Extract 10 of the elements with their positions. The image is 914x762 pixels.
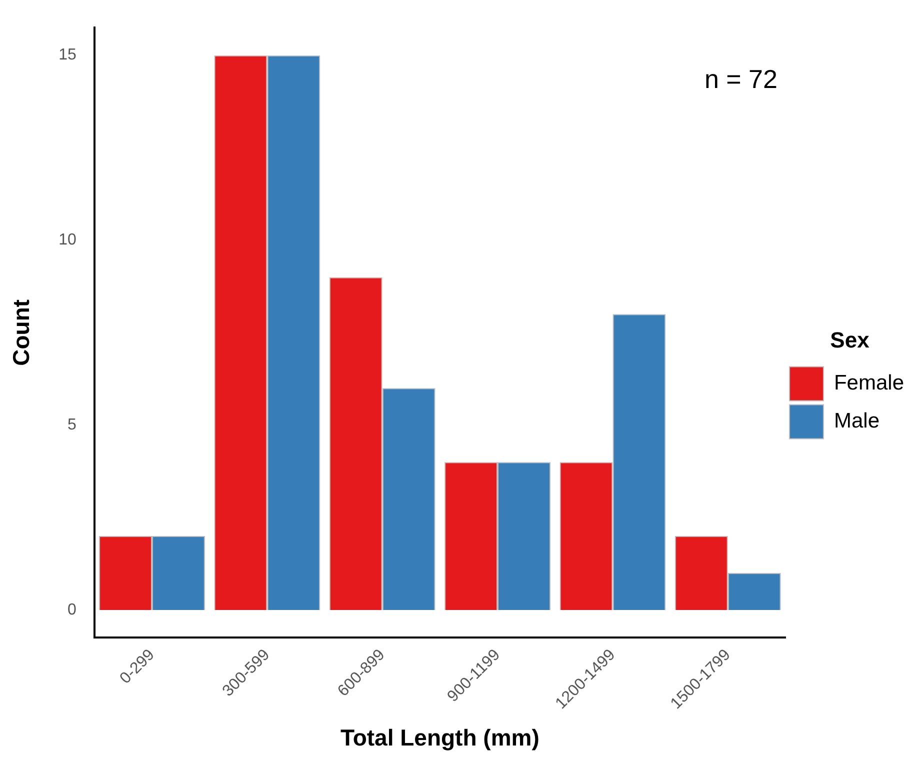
y-tick-label: 0 [67, 601, 76, 618]
legend-label: Female [834, 371, 904, 394]
legend-label: Male [834, 409, 880, 432]
x-axis-title: Total Length (mm) [340, 724, 540, 751]
y-tick-label: 10 [58, 232, 76, 249]
y-axis-title: Count [8, 299, 34, 366]
y-tick-label: 15 [58, 46, 76, 64]
y-tick-label: 5 [67, 416, 76, 434]
legend-title: Sex [830, 327, 870, 352]
annotation: n = 72 [704, 64, 778, 94]
